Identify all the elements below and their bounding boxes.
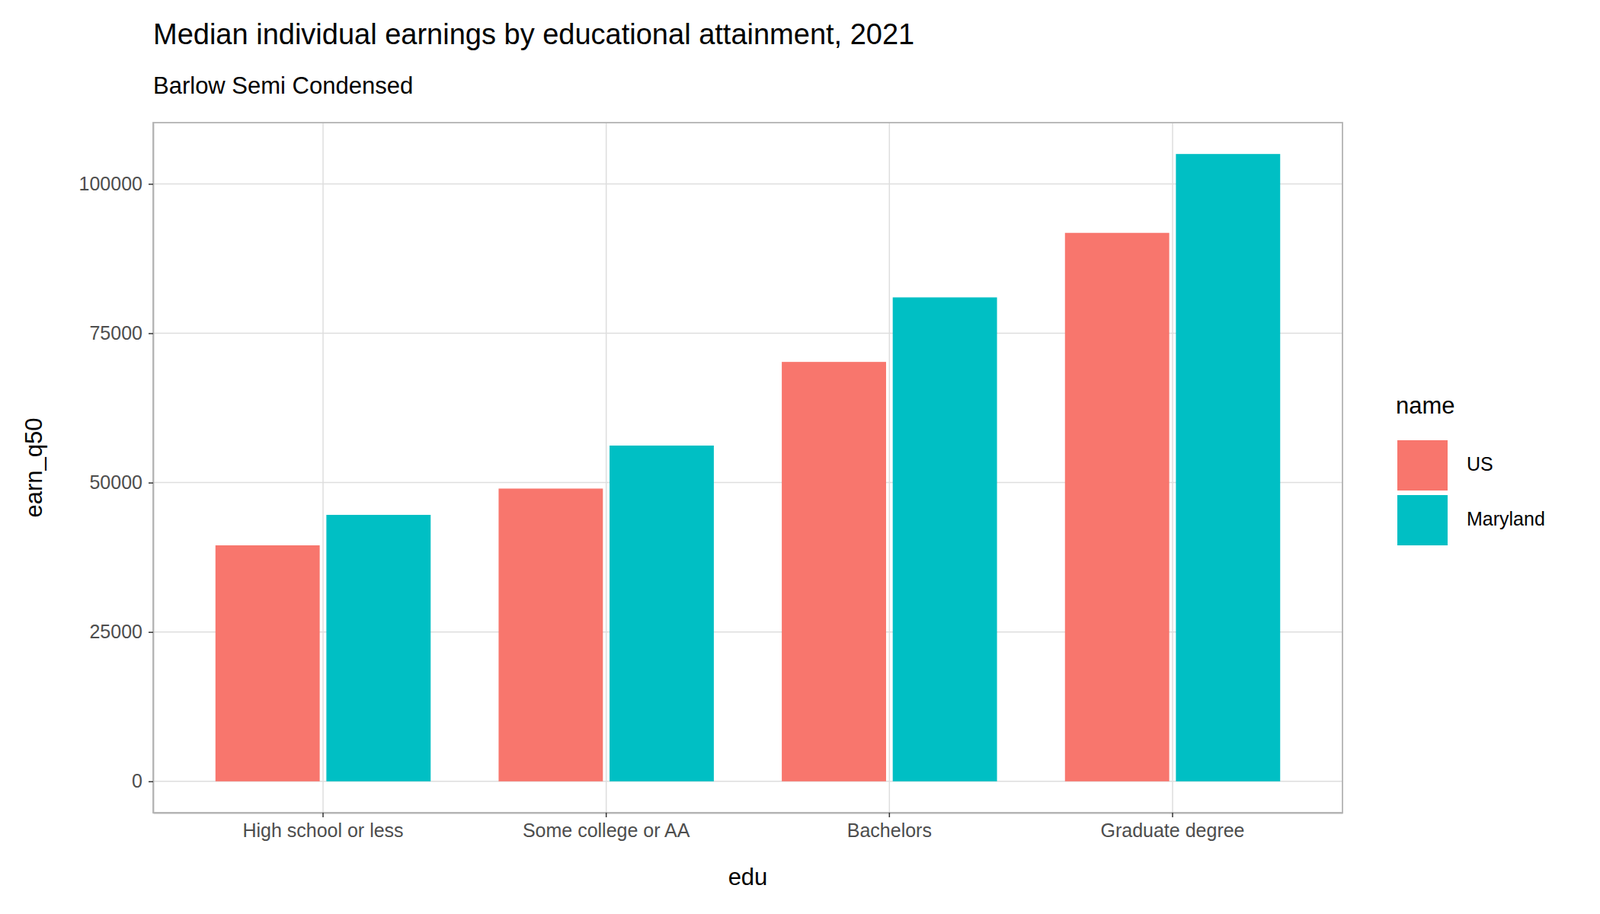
y-tick-label: 0 xyxy=(131,770,143,792)
title: Median individual earnings by educationa… xyxy=(153,18,915,51)
subtitle: Barlow Semi Condensed xyxy=(153,72,413,100)
grid-line-x xyxy=(889,122,891,813)
legend-title: name xyxy=(1395,392,1456,420)
x-tick-mark xyxy=(889,812,891,818)
grid-line-x xyxy=(1171,122,1174,813)
grid-line-y xyxy=(153,183,1343,186)
y-tick: 25000 xyxy=(89,620,154,643)
bar xyxy=(215,545,320,782)
x-tick: Some college or AA xyxy=(522,812,691,842)
y-tick-label: 75000 xyxy=(89,322,143,344)
x-tick: High school or less xyxy=(242,812,404,842)
y-tick-mark xyxy=(148,482,154,484)
bar xyxy=(326,515,431,782)
x-tick-mark xyxy=(605,812,608,818)
background xyxy=(0,0,1600,914)
x-tick-label: High school or less xyxy=(242,819,404,842)
y-tick-mark xyxy=(148,781,154,784)
y-tick: 0 xyxy=(131,770,154,792)
bars xyxy=(215,153,1280,782)
y-tick-mark xyxy=(148,183,154,186)
y-tick: 50000 xyxy=(89,471,154,493)
x-tick-label: Graduate degree xyxy=(1100,819,1245,842)
bar xyxy=(781,361,887,782)
grid-line-x xyxy=(322,122,324,813)
y-tick-mark xyxy=(148,332,154,335)
y-axis-title: earn_q50 xyxy=(20,417,48,518)
x-tick-label: Some college or AA xyxy=(522,819,691,842)
legend-key xyxy=(1397,440,1448,491)
x-axis-line xyxy=(153,812,1344,815)
grid-line-x xyxy=(605,122,608,813)
x-tick-mark xyxy=(1171,812,1174,818)
y-axis-line xyxy=(153,123,155,814)
x-tick: Graduate degree xyxy=(1100,812,1245,842)
bar xyxy=(498,488,603,781)
legend-label: US xyxy=(1466,453,1494,475)
x-tick-mark xyxy=(322,812,324,818)
legend-key xyxy=(1397,495,1448,546)
y-axis: 0 25000 50000 75000 100000 xyxy=(79,123,154,814)
legend-label: Maryland xyxy=(1466,508,1546,530)
y-tick-label: 50000 xyxy=(89,471,143,493)
y-tick: 75000 xyxy=(89,322,154,344)
bar xyxy=(609,445,714,782)
legend: name US Maryland xyxy=(1395,392,1546,546)
bar xyxy=(1175,153,1280,782)
y-tick-label: 100000 xyxy=(79,172,143,195)
chart: Median individual earnings by educationa… xyxy=(0,0,1600,914)
y-tick-mark xyxy=(148,631,154,634)
y-tick-label: 25000 xyxy=(89,620,143,643)
plot-frame xyxy=(153,122,1343,813)
x-axis: High school or less Some college or AA Bac… xyxy=(153,812,1344,842)
y-tick: 100000 xyxy=(79,172,154,195)
bar xyxy=(1065,233,1170,782)
bar xyxy=(892,297,998,781)
x-tick-label: Bachelors xyxy=(847,819,932,842)
x-tick: Bachelors xyxy=(847,812,932,842)
x-axis-title: edu xyxy=(728,864,768,891)
grid xyxy=(153,122,1343,813)
